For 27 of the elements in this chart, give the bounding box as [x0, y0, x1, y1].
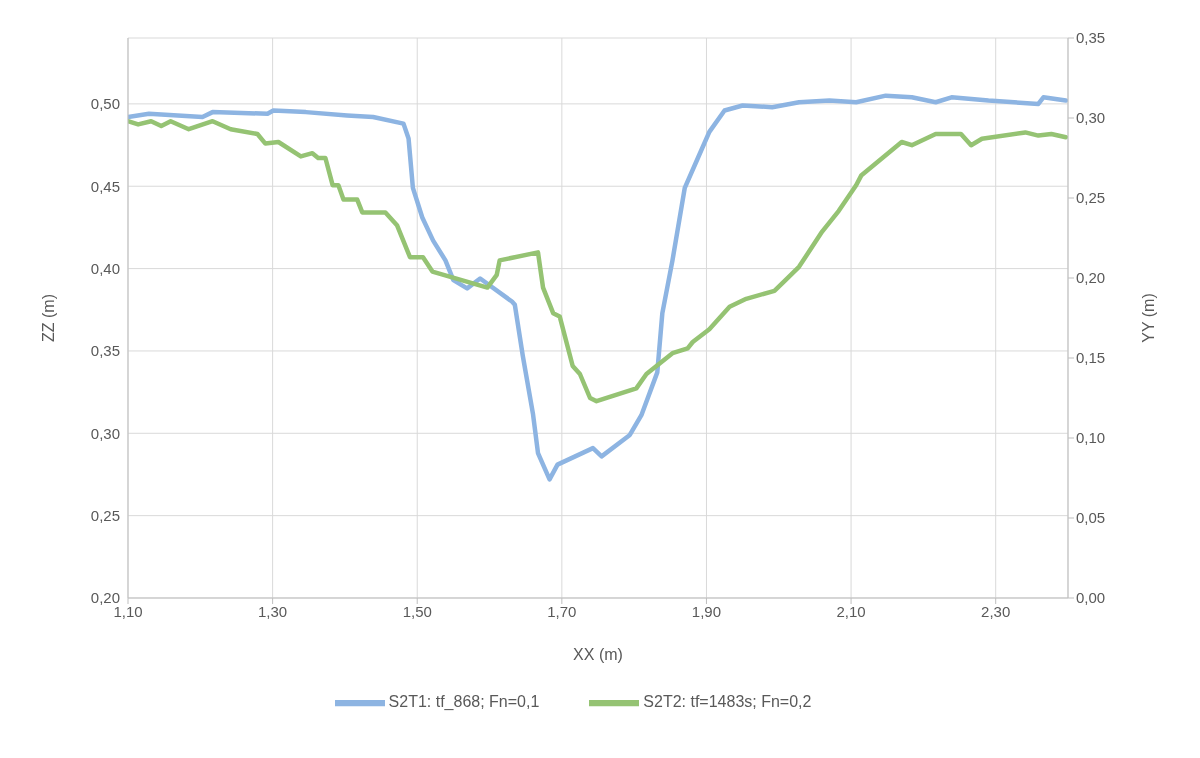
x-tick-label: 1,30 — [258, 602, 288, 620]
y2-tick-label: 0,00 — [1076, 589, 1106, 607]
y2-axis-title: YY (m) — [1139, 293, 1157, 343]
line-series — [128, 118, 1068, 404]
x-tick-label: 1,70 — [547, 602, 577, 620]
y2-tick-label: 0,20 — [1076, 269, 1106, 287]
legend-label: S2T2: tf=1483s; Fn=0,2 — [643, 693, 812, 711]
y-tick-label: 0,35 — [90, 342, 120, 360]
y-tick-label: 0,40 — [90, 259, 120, 277]
x-axis-title: XX (m) — [573, 646, 623, 663]
y2-tick-label: 0,05 — [1076, 509, 1106, 527]
line-series — [128, 93, 1068, 482]
y-tick-label: 0,25 — [90, 506, 120, 524]
y2-tick-label: 0,35 — [1076, 29, 1106, 47]
y-axis-title: ZZ (m) — [39, 294, 57, 342]
x-tick-label: 2,10 — [836, 602, 866, 620]
y-tick-label: 0,30 — [90, 424, 120, 442]
y-tick-label: 0,50 — [90, 95, 120, 113]
y2-tick-label: 0,15 — [1076, 349, 1106, 367]
y2-tick-label: 0,10 — [1076, 429, 1106, 447]
legend-label: S2T1: tf_868; Fn=0,1 — [388, 693, 540, 711]
x-tick-label: 2,30 — [981, 602, 1011, 620]
y-tick-label: 0,45 — [90, 177, 120, 195]
y2-tick-label: 0,30 — [1076, 109, 1106, 127]
y2-tick-label: 0,25 — [1076, 189, 1106, 207]
x-tick-label: 1,50 — [402, 602, 432, 620]
x-tick-label: 1,90 — [691, 602, 722, 620]
